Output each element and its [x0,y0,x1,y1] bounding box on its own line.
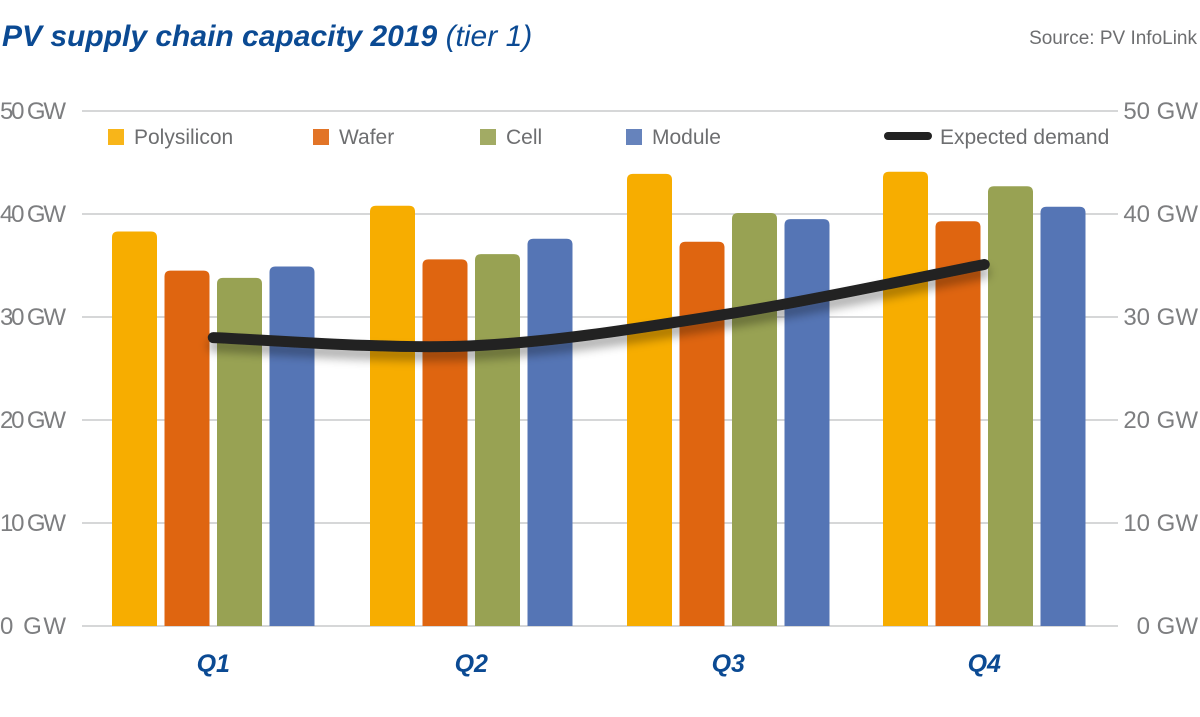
y-tick-label-left: 10 GW [0,510,66,537]
y-axis-left: 0 GW 10 GW 20 GW 30 GW 40 GW 50 GW [0,98,66,640]
legend-item-cell: Cell [480,126,542,149]
bar-polysilicon-q2 [370,205,415,626]
bar-polysilicon-q1 [112,231,157,626]
bar-wafer-q3 [679,241,725,626]
y-tick-label-left: 40 GW [0,201,66,228]
bar-wafer-q2 [422,259,468,626]
bar-polysilicon-q3 [627,173,672,626]
chart-subtitle: (tier 1) [446,20,533,53]
x-tick-label-q2: Q2 [455,650,488,678]
y-tick-label-left: 50 GW [0,98,66,125]
y-tick-label-left: 0 GW [0,613,66,640]
legend-label: Wafer [339,126,394,149]
legend-item-wafer: Wafer [313,126,394,149]
x-tick-label-q3: Q3 [712,650,745,678]
bars [112,171,1086,627]
legend-label: Cell [506,126,542,149]
bar-cell-q4 [988,186,1033,626]
x-tick-label-q4: Q4 [968,650,1001,678]
y-tick-label-right: 40 GW [1123,201,1198,228]
x-axis: Q1 Q2 Q3 Q4 [197,650,1001,678]
expected-demand-line [207,258,990,353]
legend-label: Module [652,126,721,149]
bar-module-q3 [784,219,830,626]
legend-item-module: Module [626,126,721,149]
bar-cell-q3 [732,212,777,626]
y-tick-label-left: 20 GW [0,407,66,434]
y-axis-right: 0 GW 10 GW 20 GW 30 GW 40 GW 50 GW [1123,98,1198,640]
y-tick-label-right: 10 GW [1123,510,1198,537]
source-label: Source: PV InfoLink [1029,28,1197,49]
bar-wafer-q1 [164,270,210,626]
y-tick-label-left: 30 GW [0,304,66,331]
x-tick-label-q1: Q1 [197,650,230,678]
legend-swatch [480,129,496,145]
y-tick-label-right: 0 GW [1137,613,1199,640]
bar-cell-q2 [475,254,520,627]
legend-label: Polysilicon [134,126,233,149]
bar-module-q1 [269,266,315,626]
legend-label: Expected demand [940,126,1109,149]
bar-module-q2 [527,238,573,626]
legend-swatch [626,129,642,145]
bar-cell-q1 [217,277,262,626]
chart-title-main: PV supply chain capacity 2019 [2,20,438,53]
legend-swatch [313,129,329,145]
y-tick-label-right: 50 GW [1123,98,1198,125]
legend: Polysilicon Wafer Cell Module Expected deman… [108,126,1109,149]
bar-wafer-q4 [935,221,981,626]
legend-swatch [108,129,124,145]
demand-line-group [207,258,990,353]
legend-item-expected-demand: Expected demand [884,126,1109,149]
legend-item-polysilicon: Polysilicon [108,126,233,149]
bar-polysilicon-q4 [883,171,928,626]
y-tick-label-right: 20 GW [1123,407,1198,434]
bar-module-q4 [1040,206,1086,627]
chart-title: PV supply chain capacity 2019 (tier 1) [2,20,532,53]
y-tick-label-right: 30 GW [1123,304,1198,331]
